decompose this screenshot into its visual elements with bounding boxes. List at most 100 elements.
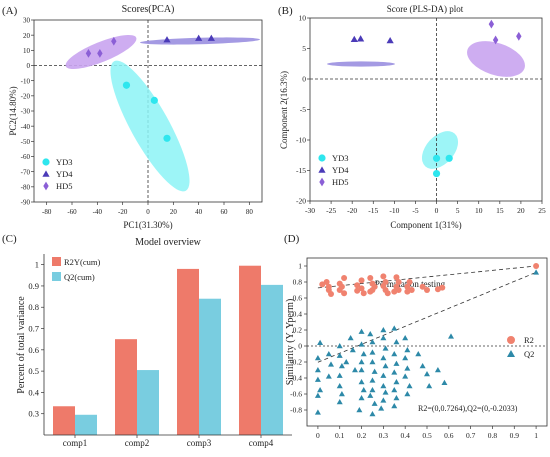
y-tick-label: -20 xyxy=(21,92,31,100)
point-r2 xyxy=(406,279,413,285)
x-tick-label: 0.1 xyxy=(335,431,345,440)
x-tick-label: 20 xyxy=(517,206,525,215)
x-tick-label: 15 xyxy=(496,206,504,215)
legend-marker-yd4 xyxy=(42,170,50,177)
panel-a-ticks: -80 -60 -40 -20 0 20 40 60 80 30 20 10 0 -10 -20 -30 -40… xyxy=(21,17,254,216)
x-tick-label: -10 xyxy=(389,206,399,215)
point-yd3 xyxy=(150,96,158,104)
panel-c-axes: comp1 comp2 comp3 comp4 0.3 0.4 0.5 0.6 0.7 0.8 0.… xyxy=(28,254,292,448)
point-q2 xyxy=(314,392,321,398)
point-yd3 xyxy=(163,134,171,142)
point-q2 xyxy=(393,395,400,401)
point-q2 xyxy=(393,339,400,345)
x-tick-label: -30 xyxy=(305,206,315,215)
y-tick-label: 0.2 xyxy=(293,326,303,335)
point-q2 xyxy=(314,355,321,361)
point-q2 xyxy=(382,363,389,369)
point-r2 xyxy=(358,277,365,284)
x-tick-label: -25 xyxy=(326,206,336,215)
point-yd3 xyxy=(445,154,453,162)
y-tick-label: -10 xyxy=(296,136,306,145)
point-hd5 xyxy=(111,36,117,46)
point-q2 xyxy=(349,347,356,353)
point-hd5 xyxy=(85,48,92,58)
regression-line-r2 xyxy=(317,265,537,289)
point-q2 xyxy=(391,403,398,409)
panel-b-legend: YD3 YD4 HD5 xyxy=(318,153,349,187)
panel-a-xlabel: PC1(31.30%) xyxy=(123,220,172,230)
point-q2 xyxy=(533,269,540,275)
point-q2 xyxy=(382,345,389,351)
point-q2 xyxy=(371,368,378,374)
y-tick-label: 0.3 xyxy=(28,409,39,419)
y-tick-label: 0 xyxy=(27,62,31,70)
y-tick-label: -10 xyxy=(21,77,31,85)
y-tick-label: 0.6 xyxy=(28,345,39,355)
x-tick-label: 40 xyxy=(195,208,203,216)
point-q2 xyxy=(358,395,365,401)
point-r2 xyxy=(395,279,402,285)
legend-label-yd4: YD4 xyxy=(56,169,73,179)
x-tick-label: 0.5 xyxy=(422,431,432,440)
panel-d-ylabel: Similarity (Y, Yperm) xyxy=(285,299,296,386)
point-q2 xyxy=(402,335,409,341)
point-r2 xyxy=(424,287,430,293)
y-tick-label: 30 xyxy=(23,17,31,25)
point-q2 xyxy=(314,376,321,382)
point-q2 xyxy=(369,349,376,355)
x-tick-label: -60 xyxy=(67,208,77,216)
point-q2 xyxy=(404,347,411,353)
y-tick-label: -15 xyxy=(296,166,306,175)
panel-c: (C) Model overview comp1 comp2 comp3 comp4 0… xyxy=(2,233,292,448)
legend-marker-hd5 xyxy=(43,181,49,191)
point-q2 xyxy=(336,399,343,405)
y-tick-label: 0.6 xyxy=(293,294,303,303)
panel-a-title: Scores(PCA) xyxy=(122,4,175,15)
point-yd3 xyxy=(432,154,441,162)
panel-b-points xyxy=(350,19,522,178)
point-hd5 xyxy=(516,31,522,41)
x-tick-label: comp1 xyxy=(63,438,88,448)
point-q2 xyxy=(415,351,422,357)
legend-label-hd5: HD5 xyxy=(332,177,349,187)
y-tick-label: -0.4 xyxy=(290,374,302,383)
x-tick-label: 5 xyxy=(456,206,460,215)
point-q2 xyxy=(369,359,376,365)
point-yd4 xyxy=(195,34,203,41)
point-r2 xyxy=(354,282,361,289)
point-q2 xyxy=(380,383,387,389)
x-tick-label: 25 xyxy=(538,206,546,215)
x-tick-label: comp3 xyxy=(187,438,212,448)
y-tick-label: 0.8 xyxy=(28,302,39,312)
panel-a-legend: YD3 YD4 HD5 xyxy=(42,157,73,191)
point-q2 xyxy=(369,411,376,417)
point-q2 xyxy=(404,365,411,371)
point-q2 xyxy=(369,377,376,383)
panel-b: (B) Score (PLS-DA) plot -30 -25 -20 -15 -10-… xyxy=(278,4,546,230)
bar-r2y-comp1 xyxy=(53,406,75,435)
panel-b-label: (B) xyxy=(278,5,293,17)
x-tick-label: 1 xyxy=(534,431,538,440)
x-tick-label: -20 xyxy=(347,206,357,215)
point-q2 xyxy=(314,409,321,415)
y-tick-label: -5 xyxy=(300,105,306,114)
point-q2 xyxy=(380,397,387,403)
point-q2 xyxy=(317,339,324,346)
point-q2 xyxy=(441,379,448,386)
ellipse-hd5 xyxy=(467,41,525,77)
x-tick-label: 0 xyxy=(316,431,320,440)
point-yd4 xyxy=(357,35,365,42)
x-tick-label: -40 xyxy=(93,208,103,216)
point-r2 xyxy=(354,287,361,294)
legend-marker-yd3 xyxy=(318,154,326,162)
point-q2 xyxy=(380,355,387,361)
point-r2 xyxy=(404,288,411,295)
point-q2 xyxy=(448,333,454,339)
point-q2 xyxy=(378,405,385,411)
y-tick-label: 0.4 xyxy=(293,310,303,319)
point-yd4 xyxy=(350,35,358,43)
point-q2 xyxy=(343,359,350,365)
point-q2 xyxy=(391,351,398,357)
panel-d-points xyxy=(314,263,540,417)
point-q2 xyxy=(391,325,398,331)
